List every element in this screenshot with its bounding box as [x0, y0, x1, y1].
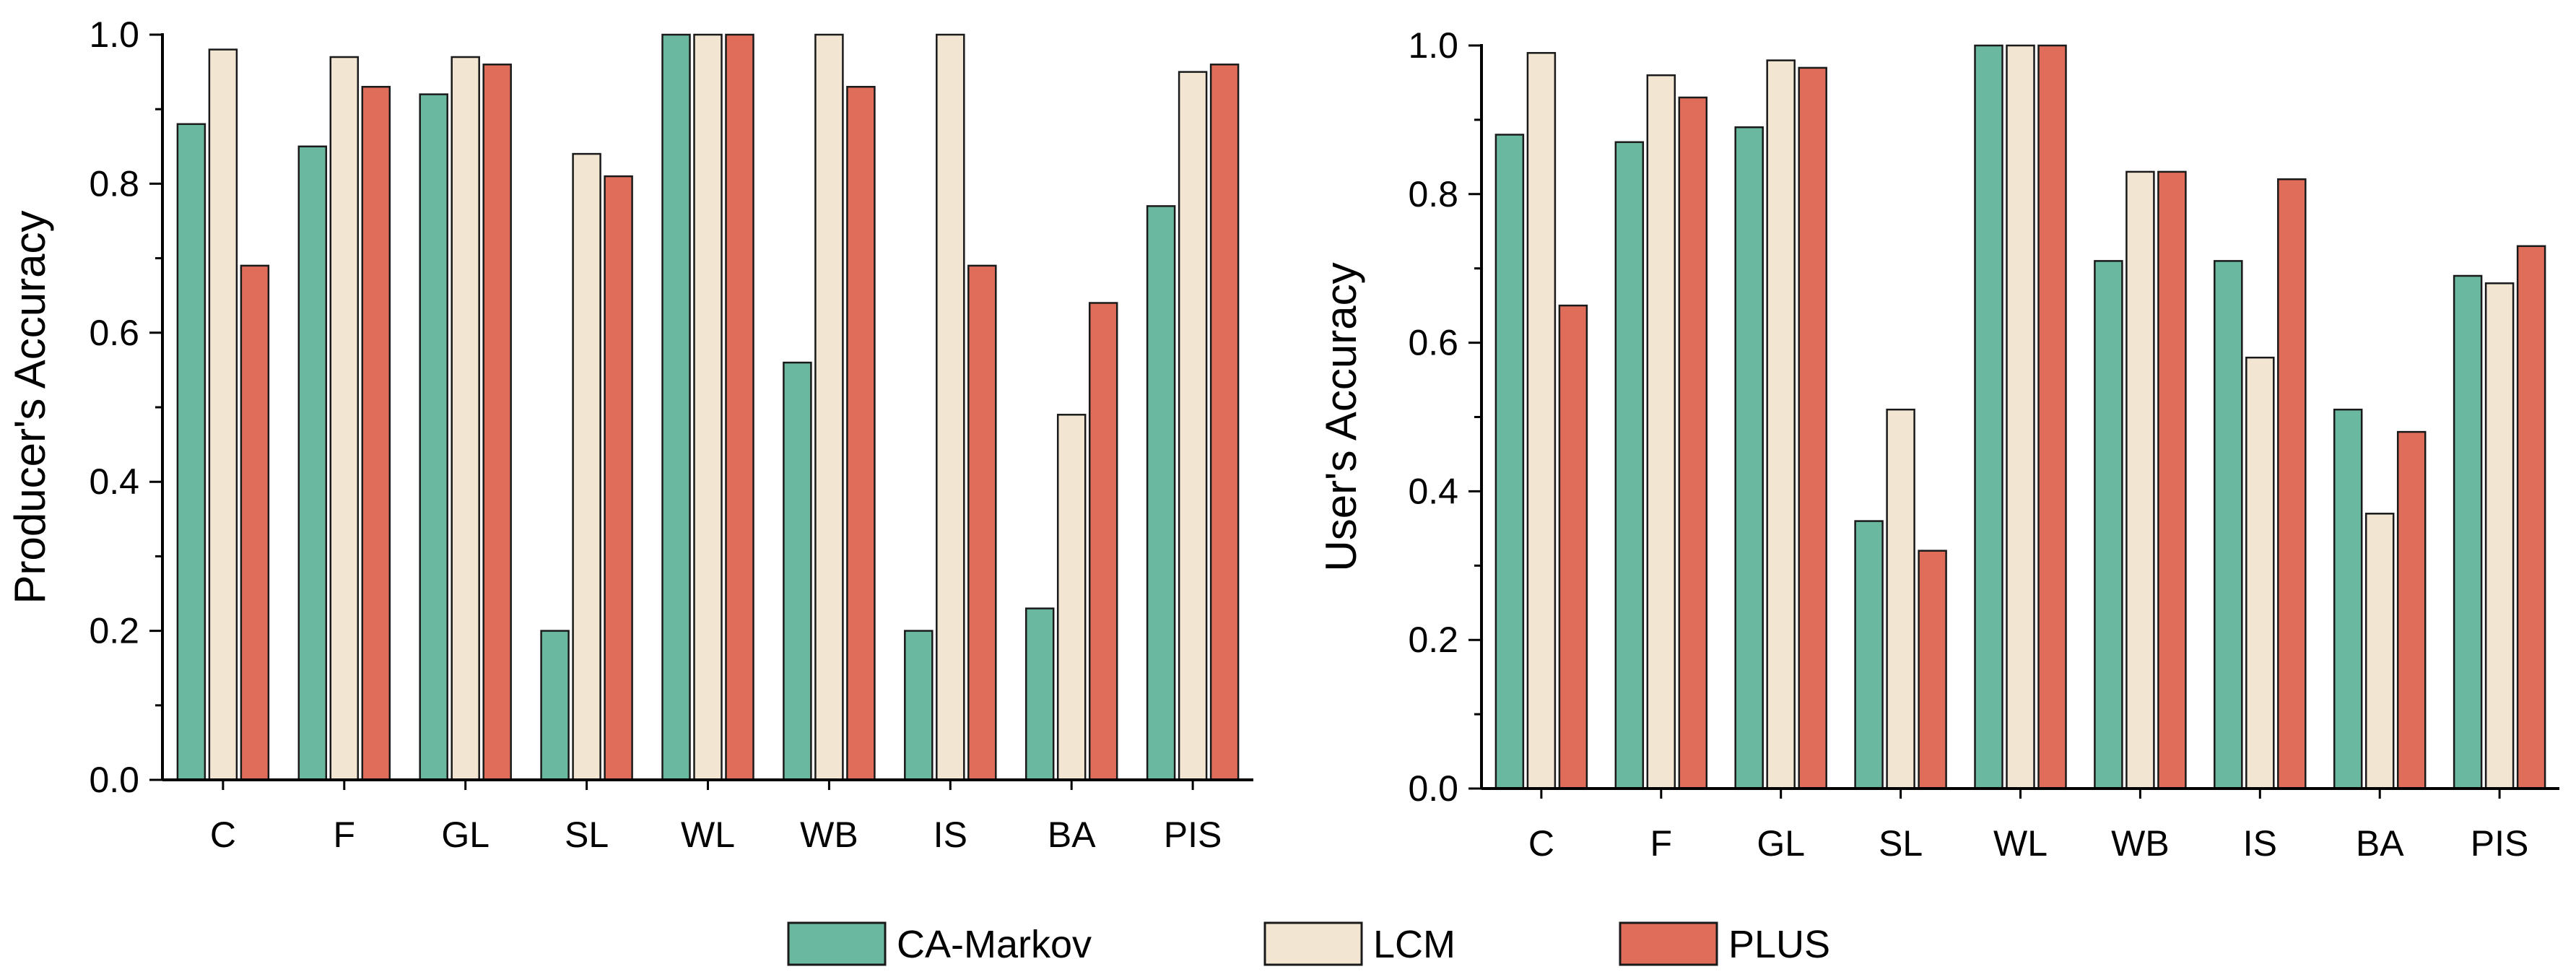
y-tick-label: 0.4	[89, 461, 139, 502]
bar-pis-plus	[1209, 64, 1240, 781]
x-tick-label-wl: WL	[1993, 823, 2048, 864]
bar-sl-lcm	[572, 152, 601, 781]
bar-is-ca-markov	[904, 630, 934, 781]
bar-gl-lcm	[1766, 59, 1796, 790]
x-tick-label-is: IS	[934, 815, 967, 855]
bar-gl-ca-markov	[419, 93, 448, 781]
legend: CA-Markov LCM PLUS	[787, 921, 1830, 966]
bar-wb-plus	[846, 85, 876, 781]
x-tick-label-gl: GL	[1757, 823, 1805, 864]
bar-is-plus	[2277, 178, 2307, 790]
bar-f-ca-markov	[1614, 141, 1645, 790]
bar-c-plus	[1558, 304, 1588, 790]
y-tick-label: 0.6	[89, 313, 139, 353]
x-tick-label-wb: WB	[800, 815, 858, 855]
x-tick-label-pis: PIS	[1164, 815, 1222, 855]
bar-gl-plus	[1798, 66, 1827, 790]
x-tick-label-gl: GL	[441, 815, 489, 855]
bar-wl-plus	[2037, 44, 2067, 790]
y-tick-label: 0.6	[1408, 323, 1458, 363]
bar-is-lcm	[2245, 356, 2275, 790]
bar-wl-plus	[725, 33, 754, 781]
producers-accuracy-chart: C F GL SL WL WB IS BA PIS 0.0 0.2 0.4 0.6 0.8 1.0 Produ…	[6, 14, 1253, 855]
x-tick-label-f: F	[334, 815, 356, 855]
bar-gl-ca-markov	[1734, 126, 1764, 790]
bar-c-lcm	[208, 48, 238, 781]
bar-pis-ca-markov	[2453, 274, 2483, 790]
bar-wl-ca-markov	[661, 33, 691, 781]
bar-pis-ca-markov	[1146, 205, 1176, 781]
y-tick-label: 0.8	[89, 163, 139, 204]
y-tick-label: 1.0	[1408, 25, 1458, 66]
bar-gl-lcm	[451, 56, 480, 781]
x-tick-label-pis: PIS	[2471, 823, 2529, 864]
y-axis-title-producers: Producer's Accuracy	[6, 210, 54, 604]
bar-f-lcm	[329, 56, 360, 781]
bar-wl-lcm	[2006, 44, 2035, 790]
y-tick-label: 0.0	[89, 760, 139, 800]
bar-wb-lcm	[2125, 170, 2155, 790]
bar-f-ca-markov	[297, 145, 328, 781]
x-tick-label-ba: BA	[2356, 823, 2404, 864]
bar-f-plus	[1678, 96, 1708, 790]
y-tick-label: 1.0	[89, 14, 139, 55]
bar-f-plus	[361, 85, 391, 781]
bar-is-ca-markov	[2214, 260, 2243, 790]
users-accuracy-chart: C F GL SL WL WB IS BA PIS 0.0 0.2 0.4 0.6 0.8 1.0 User'…	[1317, 25, 2559, 864]
y-tick-label: 0.0	[1408, 768, 1458, 809]
x-tick-label-ba: BA	[1048, 815, 1096, 855]
bar-ba-ca-markov	[2333, 408, 2363, 790]
y-tick-label: 0.2	[89, 611, 139, 651]
x-tick-label-f: F	[1650, 823, 1673, 864]
bar-sl-plus	[604, 175, 633, 781]
bar-is-lcm	[936, 33, 965, 781]
y-tick-label: 0.4	[1408, 471, 1458, 511]
bar-c-lcm	[1526, 52, 1557, 790]
y-tick-label: 0.2	[1408, 620, 1458, 660]
x-tick-label-c: C	[1528, 823, 1554, 864]
y-tick-label: 0.8	[1408, 174, 1458, 214]
bar-f-lcm	[1646, 74, 1676, 790]
x-tick-label-wb: WB	[2111, 823, 2170, 864]
bar-c-plus	[240, 264, 270, 781]
legend-swatch-plus	[1619, 921, 1718, 966]
bar-wl-lcm	[693, 33, 723, 781]
x-tick-label-is: IS	[2243, 823, 2277, 864]
x-tick-label-c: C	[210, 815, 236, 855]
bar-ba-plus	[1088, 302, 1118, 781]
bar-pis-lcm	[2484, 282, 2515, 790]
legend-label-ca-markov: CA-Markov	[897, 923, 1092, 966]
bar-c-ca-markov	[1494, 134, 1525, 790]
bar-sl-lcm	[1886, 408, 1915, 790]
y-axis-title-users: User's Accuracy	[1317, 262, 1365, 571]
x-tick-label-wl: WL	[681, 815, 735, 855]
bar-ba-plus	[2396, 430, 2427, 790]
x-tick-label-sl: SL	[1879, 823, 1923, 864]
legend-label-plus: PLUS	[1728, 923, 1830, 966]
legend-swatch-lcm	[1263, 921, 1363, 966]
bar-wb-plus	[2157, 170, 2187, 790]
x-tick-label-sl: SL	[565, 815, 609, 855]
bar-sl-ca-markov	[540, 630, 570, 781]
bar-ba-ca-markov	[1024, 607, 1055, 781]
bar-wb-lcm	[814, 33, 844, 781]
bar-wb-ca-markov	[2094, 260, 2123, 790]
bar-is-plus	[967, 264, 997, 781]
bar-wl-ca-markov	[1974, 44, 2003, 790]
bar-c-ca-markov	[176, 123, 206, 781]
bar-gl-plus	[482, 64, 512, 781]
bar-pis-plus	[2516, 245, 2546, 790]
legend-swatch-ca-markov	[787, 921, 887, 966]
bar-sl-plus	[1918, 550, 1947, 790]
bar-ba-lcm	[1056, 414, 1087, 781]
bar-sl-ca-markov	[1854, 520, 1884, 790]
bar-ba-lcm	[2364, 513, 2395, 790]
bar-wb-ca-markov	[783, 361, 812, 781]
legend-label-lcm: LCM	[1373, 923, 1455, 966]
bar-pis-lcm	[1178, 71, 1208, 781]
